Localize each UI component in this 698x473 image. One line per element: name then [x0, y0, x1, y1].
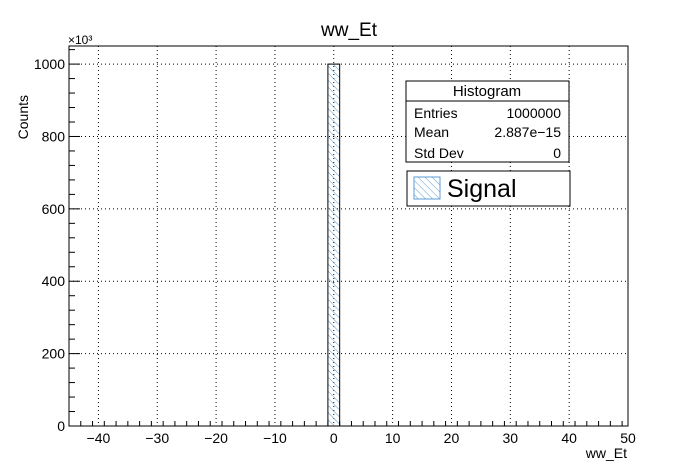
- stats-box-title: Histogram: [453, 83, 521, 100]
- x-tick-label: −10: [263, 430, 287, 446]
- stats-mean-label: Mean: [414, 124, 449, 140]
- legend-label: Signal: [447, 175, 517, 203]
- y-axis-label: Counts: [15, 95, 31, 139]
- legend: Signal: [406, 170, 571, 207]
- stats-entries-value: 1000000: [506, 105, 561, 121]
- x-tick-label: 40: [561, 430, 577, 446]
- stats-entries-label: Entries: [414, 105, 458, 121]
- stats-stddev-value: 0: [553, 145, 561, 161]
- y-tick-label: 0: [57, 418, 65, 434]
- stats-stddev-label: Std Dev: [414, 145, 464, 161]
- y-tick-label: 400: [42, 273, 66, 289]
- chart-title: ww_Et: [320, 20, 378, 41]
- x-tick-label: 50: [620, 430, 636, 446]
- x-tick-label: 0: [330, 430, 338, 446]
- x-tick-label: 30: [503, 430, 519, 446]
- y-tick-label: 1000: [34, 56, 65, 72]
- legend-swatch: [413, 176, 441, 200]
- y-tick-label: 200: [42, 346, 66, 362]
- y-axis-multiplier: ×10³: [68, 33, 92, 47]
- x-tick-label: 20: [444, 430, 460, 446]
- x-tick-label: 10: [385, 430, 401, 446]
- stats-mean-value: 2.887e−15: [494, 124, 561, 140]
- x-axis-label: ww_Et: [585, 445, 627, 461]
- stats-box-frame: [405, 80, 570, 163]
- plot-frame: [68, 45, 629, 427]
- stats-box: Histogram Entries 1000000 Mean 2.887e−15…: [405, 80, 570, 163]
- x-tick-label: −20: [204, 430, 228, 446]
- histogram-bars: [327, 63, 341, 427]
- y-tick-label: 600: [42, 201, 66, 217]
- histogram-bar: [327, 63, 341, 427]
- x-tick-label: −30: [145, 430, 169, 446]
- axis-ticks: −40 −30 −20 −10 0 10 20 30 40 50 0 200 400 600 800 1000: [34, 49, 636, 446]
- x-tick-label: −40: [87, 430, 111, 446]
- y-tick-label: 800: [42, 128, 66, 144]
